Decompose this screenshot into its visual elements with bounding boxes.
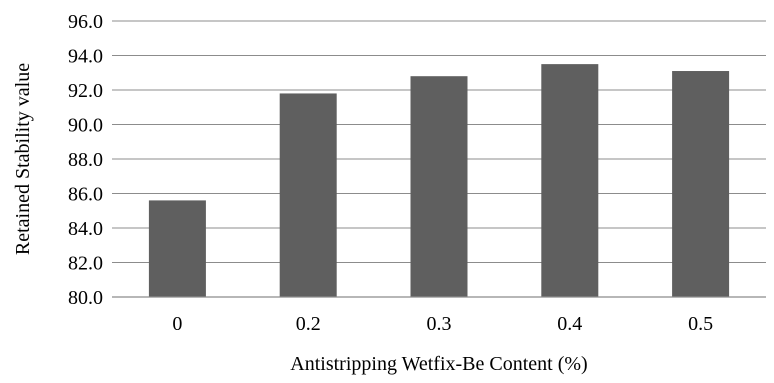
x-tick-label: 0.3 <box>427 313 452 335</box>
x-tick-label: 0.5 <box>688 313 713 335</box>
y-tick-label: 92.0 <box>68 80 103 102</box>
bar-0.3 <box>410 76 468 297</box>
y-tick-label: 94.0 <box>68 46 103 68</box>
bars <box>148 64 730 298</box>
bar-0.2 <box>279 93 337 297</box>
x-tick-label: 0.2 <box>296 313 321 335</box>
bar-0.4 <box>541 64 599 297</box>
bar-0 <box>148 200 206 297</box>
y-tick-label: 80.0 <box>68 287 103 309</box>
y-tick-label: 84.0 <box>68 218 103 240</box>
x-tick-label: 0 <box>172 313 182 335</box>
bar-0.5 <box>672 71 730 298</box>
y-tick-label: 96.0 <box>68 11 103 33</box>
y-tick-label: 82.0 <box>68 253 103 275</box>
y-axis-title: Retained Stability value <box>12 63 34 255</box>
x-axis-title: Antistripping Wetfix-Be Content (%) <box>290 353 587 375</box>
y-tick-label: 86.0 <box>68 184 103 206</box>
x-tick-label: 0.4 <box>557 313 582 335</box>
y-tick-label: 88.0 <box>68 149 103 171</box>
y-tick-label: 90.0 <box>68 115 103 137</box>
x-tick-labels: 0 0.2 0.3 0.4 0.5 <box>172 313 713 335</box>
y-tick-labels: 80.0 82.0 84.0 86.0 88.0 90.0 92.0 94.0 96.0 <box>68 11 103 309</box>
